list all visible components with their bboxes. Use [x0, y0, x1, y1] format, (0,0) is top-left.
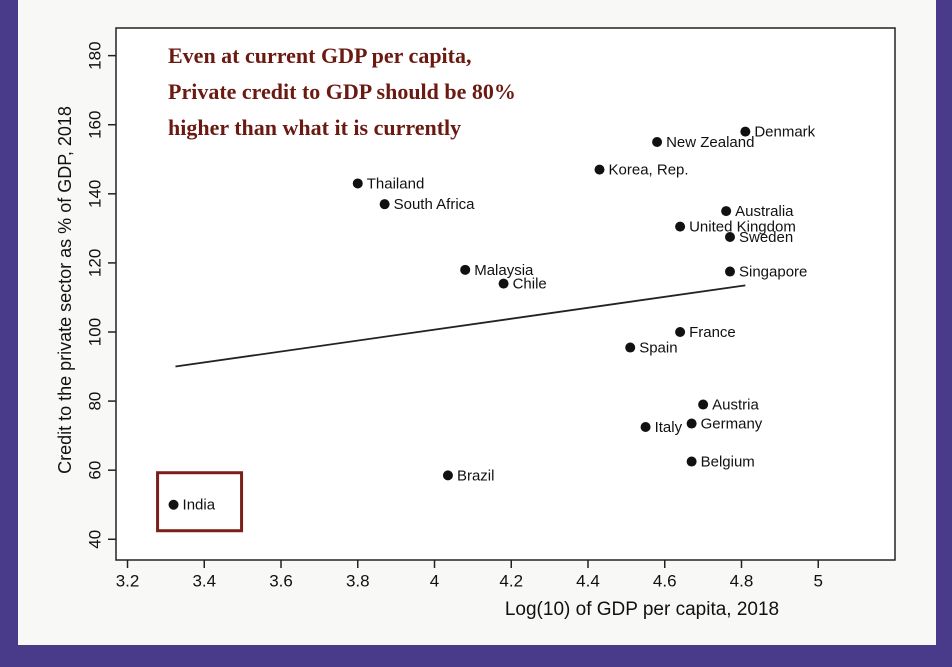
point: [686, 418, 697, 429]
point-label: Denmark: [754, 124, 815, 141]
point: [740, 126, 751, 137]
x-tick-label: 5: [814, 571, 823, 590]
point-label: Thailand: [367, 175, 425, 192]
point: [724, 232, 735, 242]
point-label: Austria: [712, 397, 759, 414]
y-tick-label: 80: [85, 392, 104, 411]
x-tick-label: 4.6: [653, 571, 677, 590]
x-tick-label: 3.6: [269, 571, 293, 590]
y-tick-label: 180: [85, 41, 104, 69]
point: [652, 137, 663, 147]
point: [675, 221, 686, 232]
point-label: South Africa: [394, 196, 476, 213]
x-axis-label: Log(10) of GDP per capita, 2018: [505, 599, 779, 620]
point: [625, 342, 636, 353]
point-label: New Zealand: [666, 134, 754, 151]
point-label: Italy: [655, 419, 683, 436]
y-tick-label: 60: [85, 461, 104, 480]
y-axis-label: Credit to the private sector as % of GDP…: [55, 106, 75, 474]
point-label: India: [183, 497, 216, 514]
y-tick-label: 160: [85, 111, 104, 139]
point-label: Malaysia: [474, 262, 534, 279]
point: [498, 278, 509, 289]
point-label: Korea, Rep.: [609, 162, 689, 179]
point-label: Germany: [701, 416, 763, 433]
annotation: Private credit to GDP should be 80%: [168, 79, 516, 104]
point: [460, 264, 471, 275]
annotation: Even at current GDP per capita,: [168, 43, 472, 68]
point: [168, 499, 179, 510]
point-label: Spain: [639, 340, 677, 357]
x-tick-label: 3.8: [346, 571, 370, 590]
point: [675, 327, 686, 337]
y-tick-label: 40: [85, 530, 104, 549]
point: [352, 178, 363, 189]
trend-line: [175, 284, 746, 368]
point: [724, 266, 735, 277]
y-tick-label: 140: [85, 180, 104, 208]
point: [379, 199, 390, 210]
plot-area: [115, 27, 896, 561]
x-tick-label: 4: [430, 571, 439, 590]
point: [686, 456, 697, 467]
x-tick-label: 4.8: [730, 571, 754, 590]
x-tick-label: 3.2: [116, 571, 140, 590]
y-tick-label: 100: [85, 318, 104, 346]
point: [594, 164, 605, 175]
point-label: France: [689, 324, 736, 341]
point-label: Belgium: [701, 454, 755, 471]
point-label: Chile: [513, 276, 547, 293]
x-tick-label: 3.4: [192, 571, 216, 590]
point-label: Sweden: [739, 229, 793, 246]
point-label: United Kingdom: [689, 219, 796, 236]
point-label: Australia: [735, 203, 794, 220]
point: [698, 399, 709, 410]
highlight-box: [156, 471, 244, 533]
point: [721, 206, 732, 217]
point: [640, 422, 651, 432]
x-tick-label: 4.2: [499, 571, 523, 590]
annotation: higher than what it is currently: [168, 115, 461, 140]
x-tick-label: 4.4: [576, 571, 600, 590]
y-tick-label: 120: [85, 249, 104, 277]
point: [442, 470, 453, 481]
point-label: Singapore: [739, 264, 807, 281]
point-label: Brazil: [457, 467, 495, 484]
